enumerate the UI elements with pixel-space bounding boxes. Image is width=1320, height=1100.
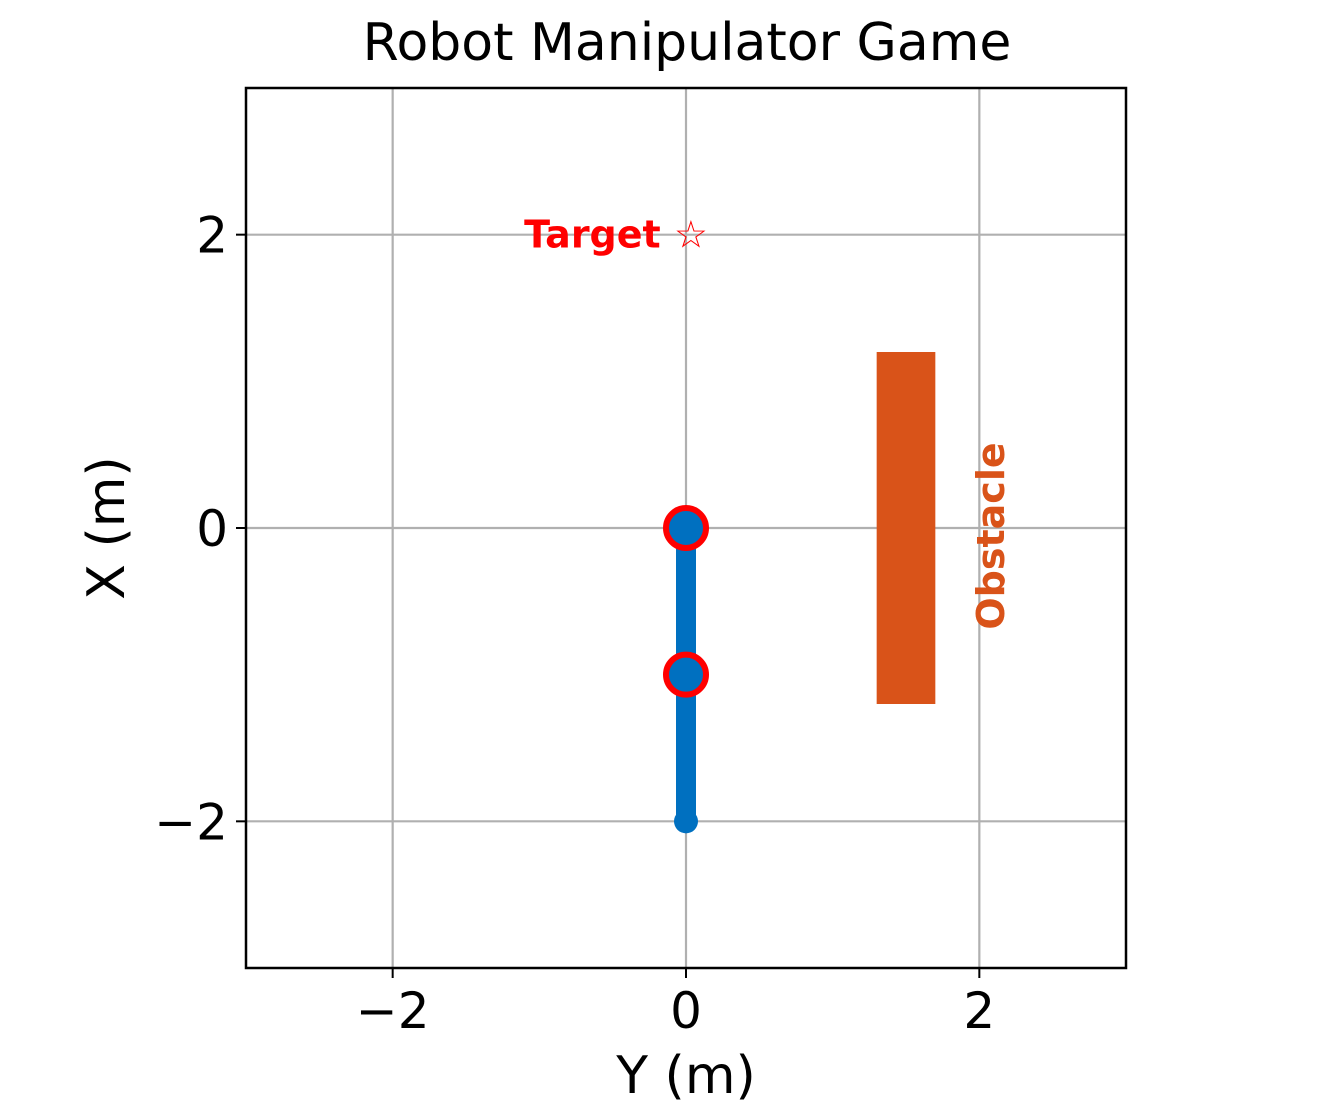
robot-arm bbox=[663, 505, 709, 834]
x-tick-label: 2 bbox=[963, 982, 995, 1040]
y-axis-label: X (m) bbox=[77, 456, 137, 599]
obstacle-layer: Obstacle bbox=[876, 352, 1013, 704]
arm-base bbox=[674, 809, 698, 834]
y-tick-label: −2 bbox=[154, 793, 228, 851]
axis-ticks: −2 0 2 −2 0 2 bbox=[154, 207, 995, 1040]
target-layer: Target ☆ bbox=[524, 213, 708, 257]
x-tick-label: 0 bbox=[670, 982, 702, 1040]
x-tick-label: −2 bbox=[356, 982, 430, 1040]
arm-joint bbox=[663, 651, 709, 698]
y-tick-label: 0 bbox=[196, 500, 228, 558]
obstacle-block bbox=[876, 352, 936, 704]
arm-joint bbox=[663, 505, 709, 551]
game-title: Robot Manipulator Game bbox=[363, 13, 1012, 73]
x-axis-label: Y (m) bbox=[615, 1046, 756, 1100]
obstacle-label: Obstacle bbox=[969, 442, 1013, 629]
target-label: Target ☆ bbox=[524, 213, 708, 257]
y-tick-label: 2 bbox=[196, 207, 228, 265]
